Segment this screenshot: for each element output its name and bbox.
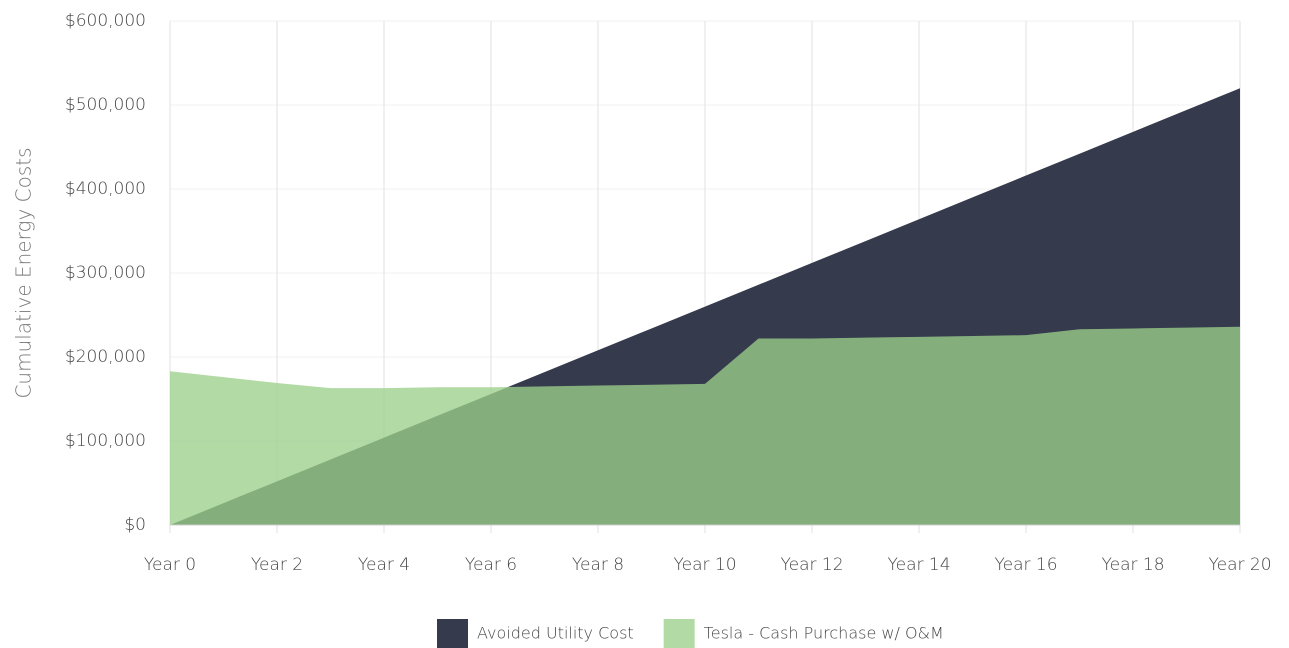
y-tick-label: $100,000: [65, 431, 146, 451]
y-axis-title: Cumulative Energy Costs: [12, 147, 36, 398]
x-tick-label: Year 10: [673, 555, 736, 575]
x-tick-label: Year 20: [1208, 555, 1271, 575]
y-tick-label: $0: [124, 515, 146, 535]
y-tick-label: $600,000: [65, 11, 146, 31]
y-tick-label: $400,000: [65, 179, 146, 199]
legend-swatch: [663, 619, 695, 648]
y-tick-label: $300,000: [65, 263, 146, 283]
x-tick-label: Year 0: [144, 555, 196, 575]
legend-label: Tesla - Cash Purchase w/ O&M: [704, 624, 944, 643]
x-tick-label: Year 14: [887, 555, 950, 575]
x-tick-label: Year 2: [251, 555, 303, 575]
x-tick-label: Year 4: [358, 555, 410, 575]
legend-swatch: [437, 619, 468, 648]
area: [170, 326, 1240, 525]
x-tick-label: Year 12: [780, 555, 843, 575]
x-tick-label: Year 8: [572, 555, 624, 575]
x-tick-label: Year 6: [465, 555, 517, 575]
legend-label: Avoided Utility Cost: [477, 624, 634, 643]
y-tick-label: $200,000: [65, 347, 146, 367]
x-tick-label: Year 16: [994, 555, 1057, 575]
x-tick-label: Year 18: [1101, 555, 1164, 575]
y-tick-label: $500,000: [65, 95, 146, 115]
